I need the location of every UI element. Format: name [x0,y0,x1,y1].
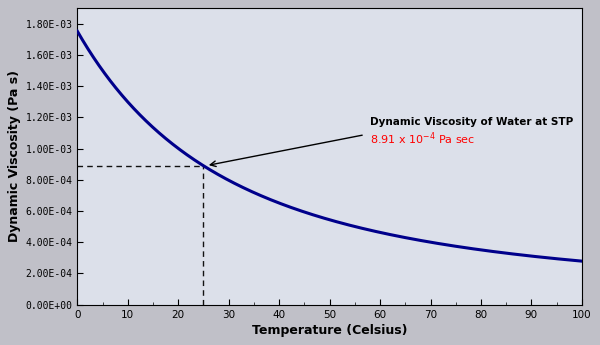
Y-axis label: Dynamic Viscosity (Pa s): Dynamic Viscosity (Pa s) [8,70,22,243]
Text: 8.91 x 10$^{-4}$ Pa sec: 8.91 x 10$^{-4}$ Pa sec [370,130,475,147]
Text: Dynamic Viscosity of Water at STP: Dynamic Viscosity of Water at STP [370,117,573,127]
X-axis label: Temperature (Celsius): Temperature (Celsius) [252,324,407,337]
